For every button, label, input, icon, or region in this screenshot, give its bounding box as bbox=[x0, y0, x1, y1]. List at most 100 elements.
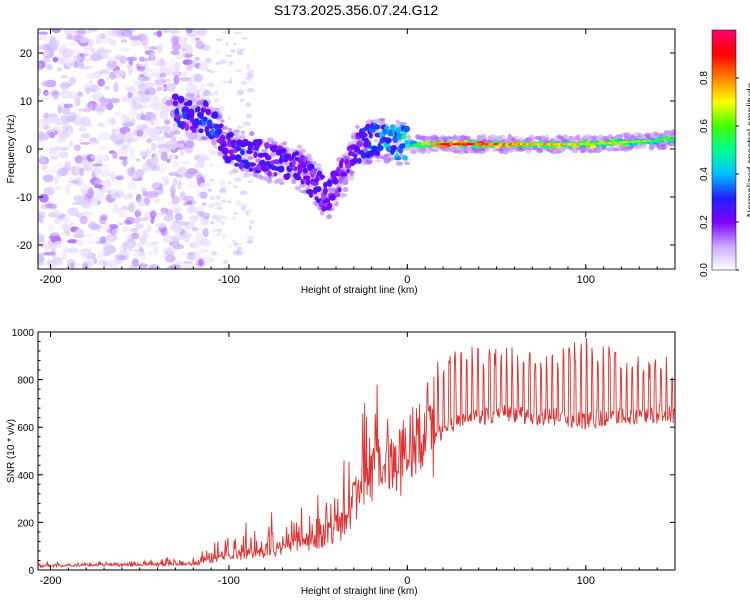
noise-blob bbox=[153, 245, 158, 255]
ridge-blob bbox=[340, 171, 348, 177]
x-axis-label: Height of straight line (km) bbox=[301, 285, 418, 296]
ridge-halo bbox=[210, 138, 218, 142]
noise-blob bbox=[148, 250, 153, 256]
noise-blob bbox=[202, 228, 209, 238]
noise-blob bbox=[201, 156, 210, 161]
noise-blob bbox=[152, 80, 162, 88]
noise-blob bbox=[48, 147, 55, 155]
x-tick-label: -100 bbox=[218, 575, 240, 587]
noise-blob bbox=[113, 82, 119, 93]
noise-blob bbox=[90, 52, 102, 62]
noise-blob bbox=[177, 180, 182, 190]
noise-blob bbox=[245, 210, 250, 216]
ridge-blob bbox=[437, 140, 444, 144]
noise-blob bbox=[113, 201, 118, 211]
noise-blob bbox=[174, 260, 182, 268]
ridge-halo bbox=[499, 134, 506, 141]
ridge-halo bbox=[174, 130, 181, 135]
ridge-halo bbox=[243, 171, 252, 178]
ridge-halo bbox=[240, 130, 246, 135]
noise-blob bbox=[86, 72, 97, 80]
noise-blob bbox=[49, 131, 56, 139]
noise-blob bbox=[48, 148, 59, 156]
noise-blob bbox=[52, 56, 59, 63]
noise-blob bbox=[161, 97, 168, 102]
ridge-blob bbox=[301, 163, 307, 169]
ridge-blob bbox=[248, 167, 254, 172]
noise-blob bbox=[142, 76, 151, 82]
ridge-halo bbox=[235, 131, 240, 136]
ridge-core bbox=[671, 138, 675, 141]
noise-blob bbox=[120, 206, 131, 211]
noise-blob bbox=[235, 69, 243, 73]
noise-blob bbox=[243, 121, 251, 126]
noise-blob bbox=[245, 113, 252, 119]
noise-blob bbox=[140, 126, 152, 131]
noise-blob bbox=[127, 264, 134, 269]
ridge-blob bbox=[237, 158, 242, 163]
noise-blob bbox=[128, 192, 133, 198]
noise-blob bbox=[111, 117, 116, 126]
noise-blob bbox=[84, 123, 93, 128]
noise-blob bbox=[79, 248, 92, 257]
noise-blob bbox=[170, 222, 182, 232]
ridge-halo bbox=[220, 119, 225, 123]
ridge-blob bbox=[219, 134, 226, 142]
ridge-blob bbox=[218, 123, 224, 129]
noise-blob bbox=[83, 65, 93, 70]
noise-blob bbox=[164, 119, 171, 125]
noise-blob bbox=[106, 233, 118, 242]
noise-blob bbox=[142, 40, 150, 45]
noise-blob bbox=[38, 214, 44, 224]
snr-series-line bbox=[38, 337, 675, 569]
ridge-halo bbox=[334, 200, 339, 207]
ridge-blob bbox=[277, 165, 285, 173]
noise-blob bbox=[41, 44, 52, 51]
noise-blob bbox=[65, 229, 71, 237]
ridge-blob bbox=[667, 140, 672, 144]
noise-blob bbox=[176, 169, 185, 175]
noise-blob bbox=[129, 228, 138, 232]
noise-blob bbox=[94, 178, 104, 185]
noise-blob bbox=[185, 83, 198, 94]
noise-blob bbox=[97, 200, 102, 205]
noise-blob bbox=[60, 213, 66, 217]
noise-blob bbox=[222, 30, 227, 35]
noise-blob bbox=[246, 235, 255, 240]
noise-blob bbox=[196, 210, 205, 217]
noise-blob bbox=[237, 243, 244, 246]
noise-blob bbox=[50, 116, 62, 125]
noise-blob bbox=[194, 56, 200, 61]
noise-blob bbox=[210, 259, 214, 262]
noise-blob bbox=[53, 175, 59, 185]
ridge-blob bbox=[323, 181, 328, 189]
ridge-halo bbox=[269, 139, 274, 143]
noise-blob bbox=[67, 177, 75, 187]
noise-blob bbox=[129, 152, 136, 161]
noise-blob bbox=[220, 221, 226, 225]
noise-blob bbox=[214, 90, 219, 96]
noise-blob bbox=[63, 215, 69, 223]
noise-blob bbox=[222, 216, 228, 220]
noise-blob bbox=[207, 58, 212, 62]
noise-blob bbox=[187, 252, 194, 256]
ridge-blob bbox=[204, 101, 209, 107]
noise-blob bbox=[233, 242, 238, 247]
noise-blob bbox=[211, 214, 218, 220]
noise-blob bbox=[107, 38, 115, 44]
ridge-blob bbox=[273, 171, 278, 177]
ridge-blob bbox=[344, 163, 352, 169]
noise-blob bbox=[137, 198, 146, 207]
noise-blob bbox=[247, 180, 254, 184]
ridge-blob bbox=[273, 159, 281, 165]
ridge-blob bbox=[187, 112, 195, 120]
colorbar-tick-label: 0.4 bbox=[699, 167, 710, 181]
noise-blob bbox=[191, 227, 199, 232]
noise-blob bbox=[87, 238, 94, 246]
noise-blob bbox=[43, 32, 53, 42]
noise-blob bbox=[168, 171, 181, 177]
ridge-blob bbox=[495, 145, 501, 149]
ridge-blob bbox=[356, 140, 363, 148]
noise-blob bbox=[57, 214, 65, 221]
noise-blob bbox=[63, 103, 74, 109]
